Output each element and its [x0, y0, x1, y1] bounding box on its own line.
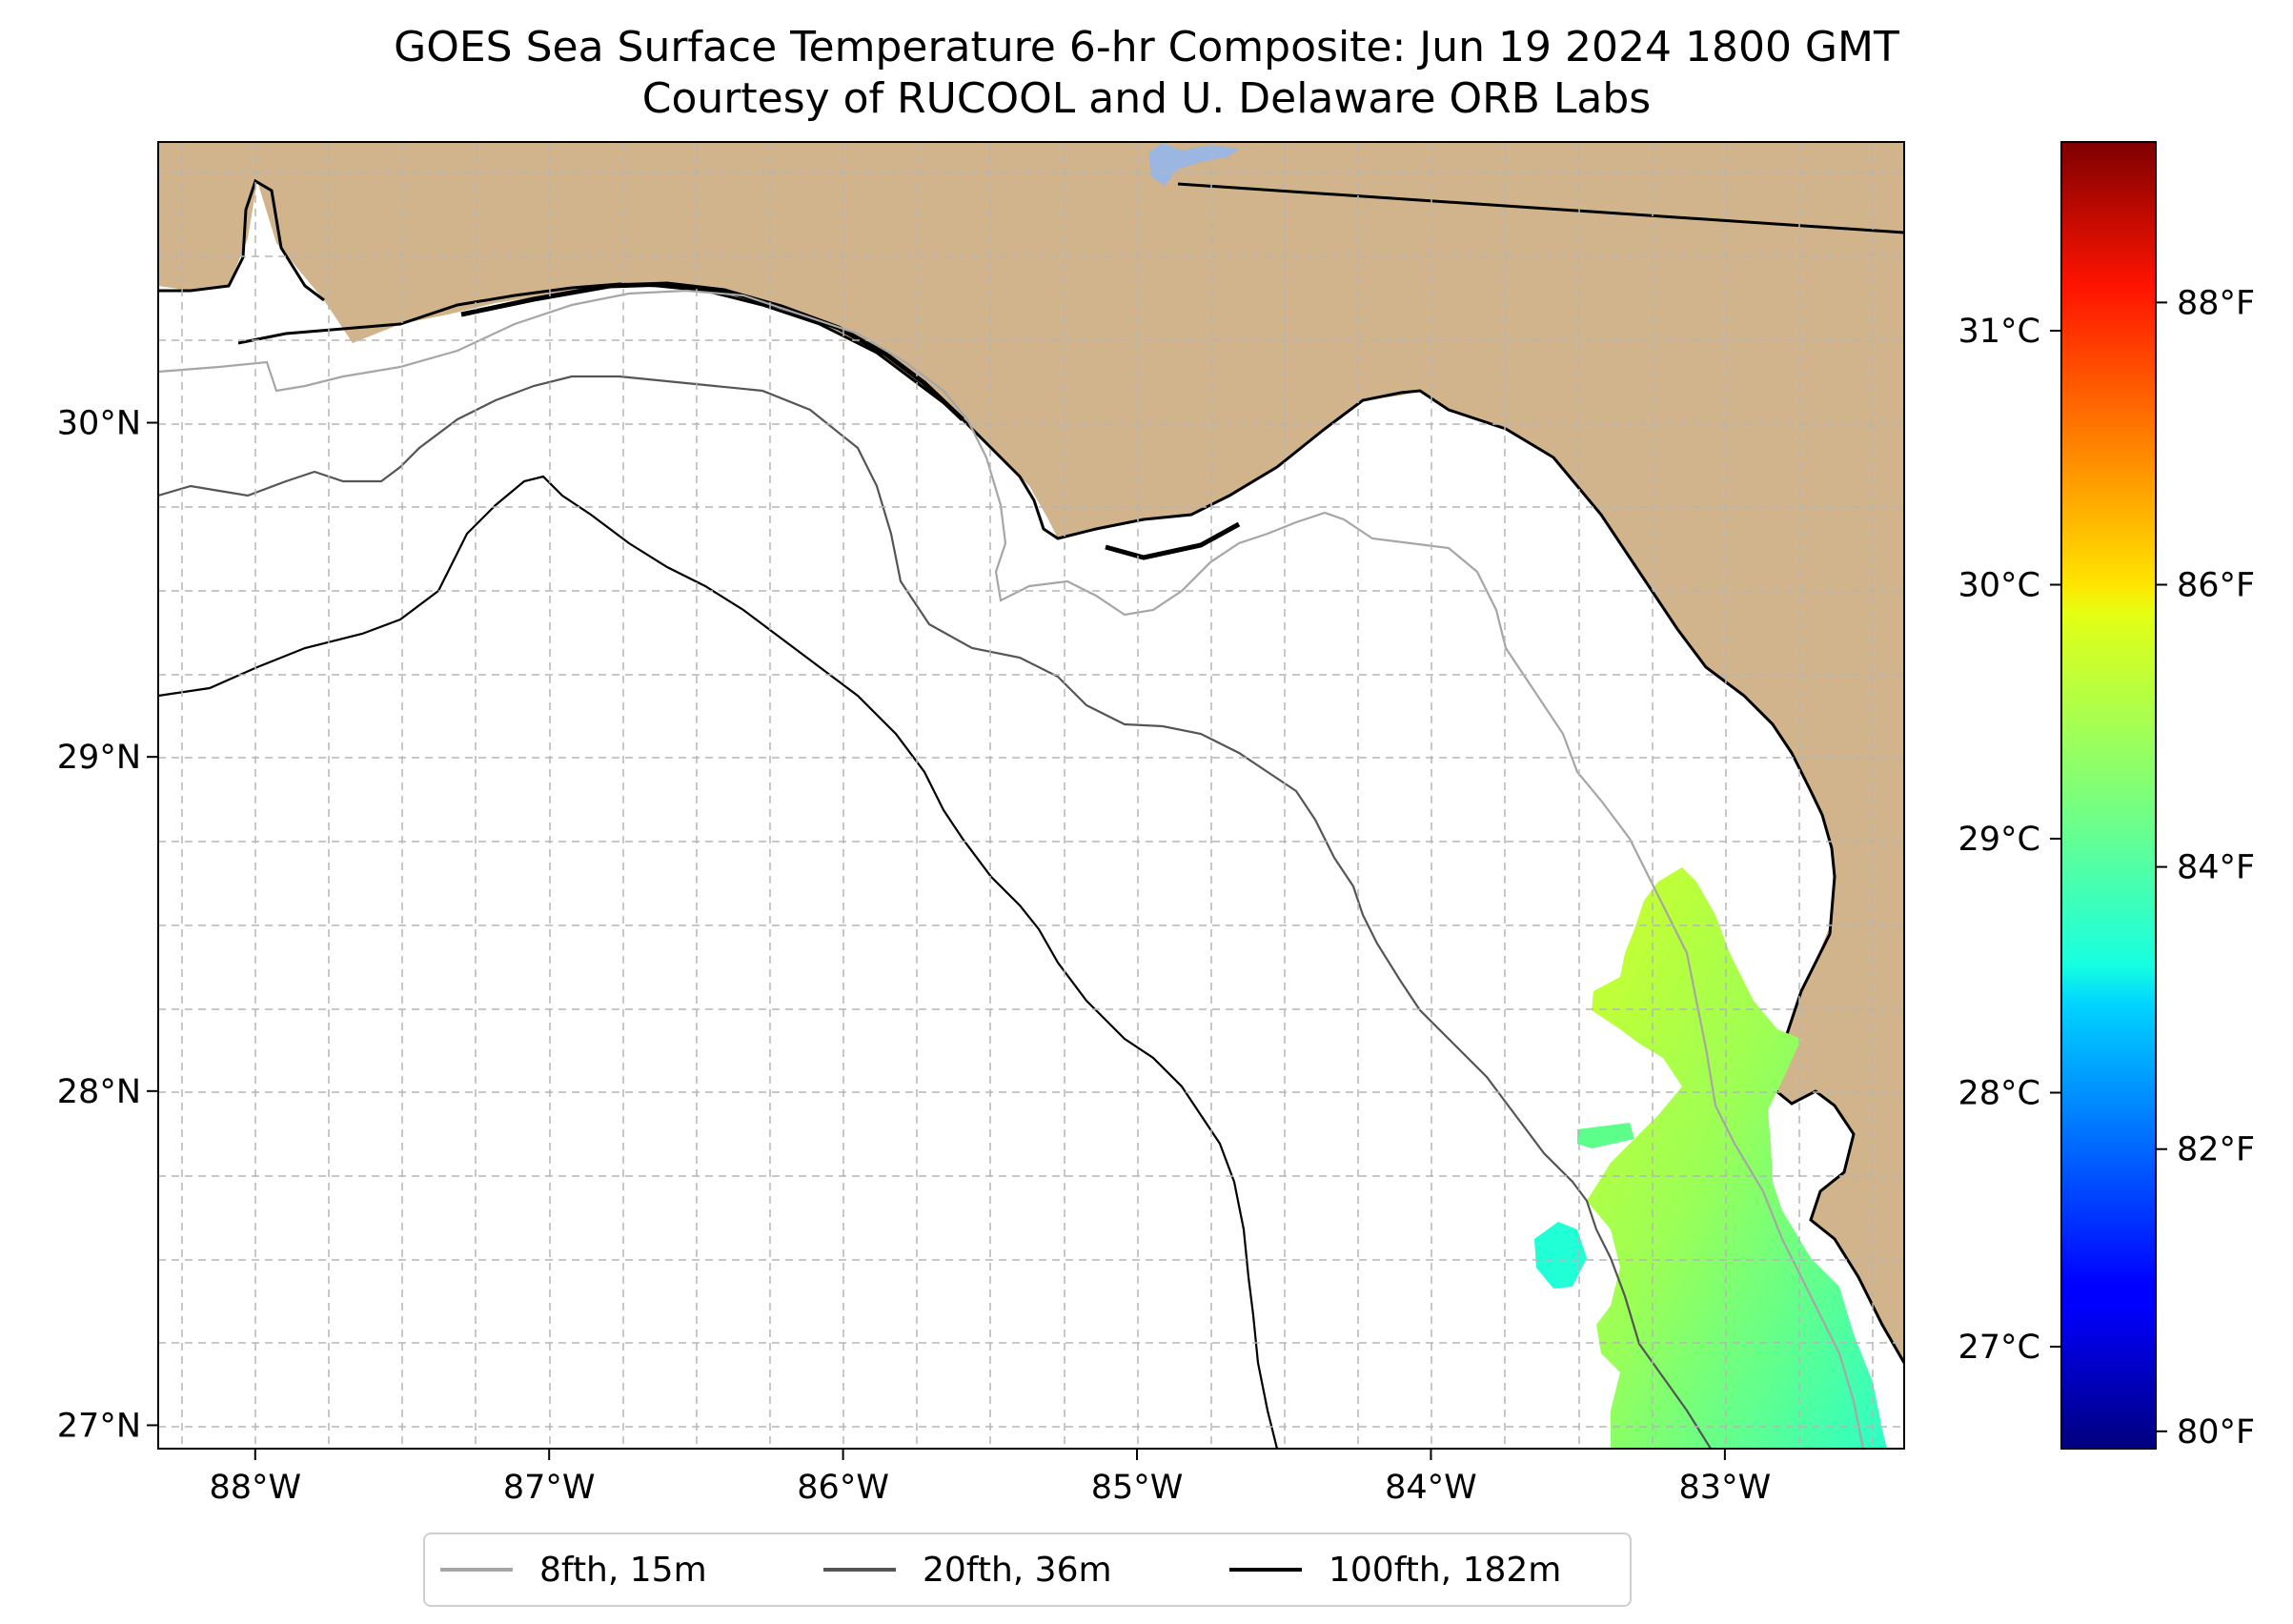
map-frame	[157, 141, 1905, 1450]
colorbar-fahrenheit-axis: 80°F 82°F 84°F 86°F 88°F	[2156, 284, 2255, 1451]
state-boundary	[1177, 182, 1904, 234]
lon-tick-label: 84°W	[1385, 1469, 1477, 1507]
lat-tick-label: 30°N	[57, 405, 141, 443]
latitude-axis: 27°N 28°N 29°N 30°N	[57, 405, 158, 1445]
isobath-182m	[158, 475, 1279, 1449]
inland-lake	[1148, 143, 1239, 186]
lon-tick-label: 88°W	[209, 1469, 301, 1507]
celsius-tick-label: 29°C	[1958, 821, 2040, 859]
legend-line-15m	[440, 1568, 513, 1572]
lat-tick-label: 29°N	[57, 739, 141, 777]
lon-tick-label: 86°W	[797, 1469, 889, 1507]
lon-tick-label: 87°W	[503, 1469, 596, 1507]
lat-tick-label: 27°N	[57, 1407, 141, 1445]
fahrenheit-tick-label: 88°F	[2177, 284, 2255, 322]
fahrenheit-tick-label: 86°F	[2177, 567, 2255, 605]
legend-item-36m: 20fth, 36m	[823, 1534, 1112, 1605]
fahrenheit-tick-label: 80°F	[2177, 1413, 2255, 1451]
colorbar	[2060, 141, 2157, 1450]
legend-label-182m: 100fth, 182m	[1329, 1550, 1562, 1590]
lon-tick-label: 83°W	[1679, 1469, 1772, 1507]
coastline	[158, 178, 1904, 1364]
sst-data-patch-small	[1534, 1222, 1587, 1289]
isobath-15m	[158, 289, 1865, 1449]
fahrenheit-tick-label: 82°F	[2177, 1131, 2255, 1169]
legend-item-15m: 8fth, 15m	[440, 1534, 707, 1605]
celsius-tick-label: 28°C	[1958, 1075, 2040, 1113]
legend-line-36m	[823, 1568, 896, 1572]
colorbar-celsius-axis: 27°C 28°C 29°C 30°C 31°C	[1958, 313, 2061, 1367]
isobath-36m	[158, 375, 1712, 1449]
sst-data-patch	[1587, 867, 1887, 1449]
land-tampa	[1773, 839, 1904, 1363]
fahrenheit-tick-label: 84°F	[2177, 849, 2255, 887]
map-area	[158, 142, 1904, 1449]
lon-tick-label: 85°W	[1091, 1469, 1184, 1507]
map-subtitle: Courtesy of RUCOOL and U. Delaware ORB L…	[641, 74, 1652, 123]
gridlines	[158, 142, 1904, 1449]
legend-line-182m	[1229, 1568, 1302, 1572]
celsius-tick-label: 30°C	[1958, 567, 2040, 605]
isobath-legend: 8fth, 15m 20fth, 36m 100fth, 182m	[423, 1533, 1632, 1607]
legend-label-36m: 20fth, 36m	[923, 1550, 1112, 1590]
legend-label-15m: 8fth, 15m	[539, 1550, 707, 1590]
lat-tick-label: 28°N	[57, 1073, 141, 1111]
longitude-axis: 88°W 87°W 86°W 85°W 84°W 83°W	[209, 1449, 1771, 1507]
map-title: GOES Sea Surface Temperature 6-hr Compos…	[394, 23, 1899, 71]
celsius-tick-label: 31°C	[1958, 313, 2040, 351]
land-mass	[158, 142, 1904, 1334]
legend-item-182m: 100fth, 182m	[1229, 1534, 1561, 1605]
celsius-tick-label: 27°C	[1958, 1329, 2040, 1367]
sst-data-patch-strip	[1577, 1123, 1634, 1148]
